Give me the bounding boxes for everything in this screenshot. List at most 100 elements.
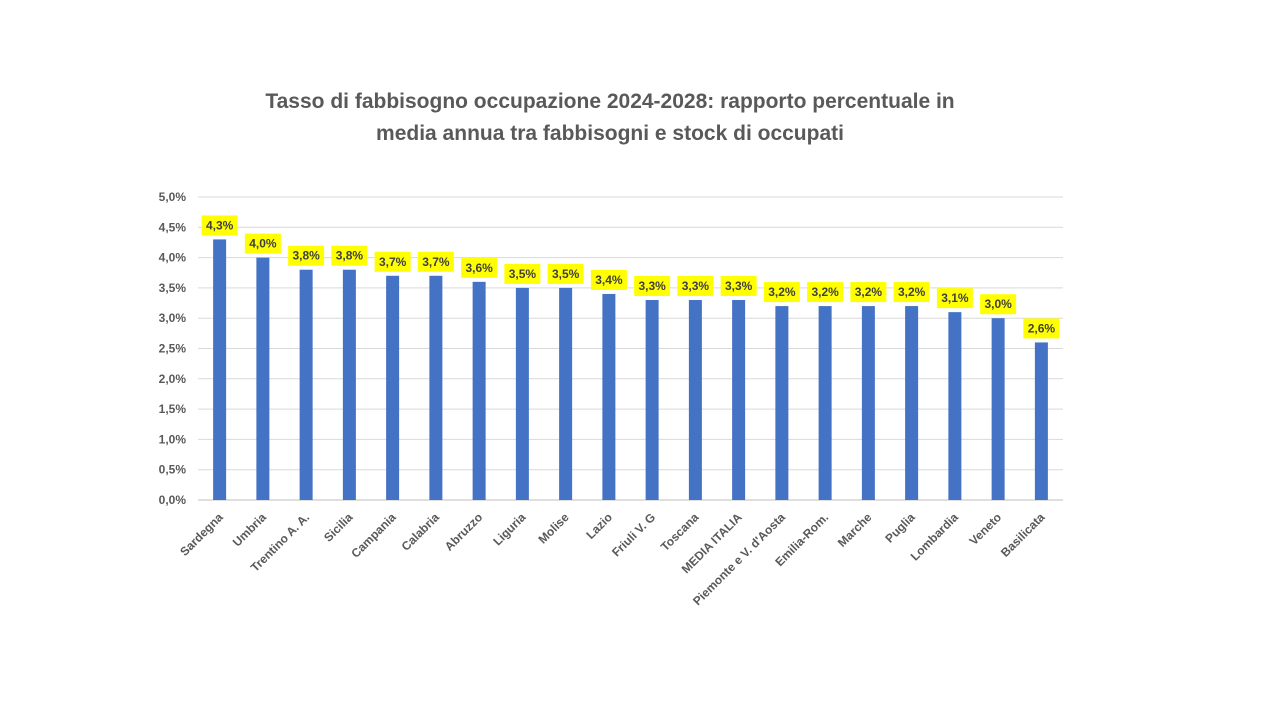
data-label: 3,8% (288, 245, 325, 266)
data-label: 3,2% (807, 282, 844, 303)
data-label-background (374, 251, 411, 272)
data-label-text: 3,2% (811, 285, 839, 299)
bar (299, 269, 313, 500)
data-label: 3,7% (417, 251, 454, 272)
data-label-background (807, 282, 844, 303)
data-label: 3,4% (590, 269, 627, 290)
data-labels: 4,3% 4,0% 3,8% 3,8% 3,7% 3,7% 3,6% 3,5% 3,5% 3,4%… (201, 215, 1060, 339)
data-label: 3,0% (980, 294, 1017, 315)
y-axis-ticks: 0,0% 0,5% 1,0% 1,5% 2,0% 2,5% 3,0% 3,5% 4,0% 4,5%… (159, 190, 187, 507)
bar (861, 306, 875, 500)
bar (559, 287, 573, 500)
bar (991, 318, 1005, 500)
y-tick-label: 3,0% (159, 311, 187, 325)
y-tick-label: 5,0% (159, 190, 187, 204)
data-label: 4,0% (244, 233, 281, 254)
data-label-background (331, 245, 368, 266)
data-label-background (677, 276, 714, 297)
bar (342, 269, 356, 500)
data-label-text: 3,5% (509, 267, 537, 281)
bar (602, 293, 616, 500)
data-label-text: 3,3% (725, 279, 753, 293)
data-label-background (936, 288, 973, 309)
x-category-label: Liguria (490, 510, 528, 548)
bar (213, 239, 227, 501)
data-label: 3,1% (936, 288, 973, 309)
data-label-text: 3,7% (379, 255, 407, 269)
bar (515, 287, 529, 500)
data-label-text: 3,0% (984, 297, 1012, 311)
data-label-text: 3,6% (465, 261, 493, 275)
y-tick-label: 2,5% (159, 342, 187, 356)
data-label-background (720, 276, 757, 297)
data-label: 3,3% (677, 276, 714, 297)
chart-title: Tasso di fabbisogno occupazione 2024-202… (190, 86, 1030, 150)
data-label-background (763, 282, 800, 303)
data-label-background (547, 263, 584, 284)
data-label-background (893, 282, 930, 303)
bar (732, 300, 746, 500)
x-category-label: Campania (348, 510, 399, 561)
y-tick-label: 4,5% (159, 220, 187, 234)
data-label: 3,2% (850, 282, 887, 303)
data-label-text: 3,7% (422, 255, 450, 269)
data-label-background (634, 276, 671, 297)
data-label-background (590, 269, 627, 290)
data-label-text: 3,2% (855, 285, 883, 299)
bar (775, 306, 789, 500)
data-label: 3,5% (504, 263, 541, 284)
data-label-text: 3,1% (941, 291, 969, 305)
data-label: 4,3% (201, 215, 238, 236)
data-label-text: 2,6% (1028, 321, 1056, 335)
data-label-text: 3,3% (638, 279, 666, 293)
bar (386, 275, 400, 500)
bar (472, 281, 486, 500)
x-category-label: Lazio (583, 510, 615, 542)
bar (948, 312, 962, 500)
chart-title-line-2: media annua tra fabbisogni e stock di oc… (376, 122, 844, 145)
x-category-label: Molise (535, 510, 572, 547)
x-category-label: Sicilia (321, 510, 356, 545)
x-category-label: Veneto (967, 510, 1005, 548)
y-tick-label: 1,0% (159, 432, 187, 446)
y-tick-label: 2,0% (159, 372, 187, 386)
data-label: 3,3% (720, 276, 757, 297)
y-tick-label: 4,0% (159, 251, 187, 265)
bar (645, 300, 659, 500)
bar (905, 306, 919, 500)
data-label-background (1023, 318, 1060, 339)
bar (1034, 342, 1048, 500)
x-category-label: Toscana (658, 510, 702, 554)
data-label-text: 3,2% (898, 285, 926, 299)
x-category-label: Puglia (882, 510, 918, 546)
data-label-background (980, 294, 1017, 315)
x-category-label: Lombardia (908, 510, 962, 564)
y-tick-label: 0,5% (159, 463, 187, 477)
data-label: 3,5% (547, 263, 584, 284)
x-category-label: Calabria (399, 510, 443, 554)
data-label-text: 3,4% (595, 273, 623, 287)
y-tick-label: 1,5% (159, 402, 187, 416)
bar (818, 306, 832, 500)
data-label: 3,7% (374, 251, 411, 272)
data-label: 3,8% (331, 245, 368, 266)
data-label-text: 4,0% (249, 237, 277, 251)
data-label: 2,6% (1023, 318, 1060, 339)
bar (688, 300, 702, 500)
x-category-label: Basilicata (998, 510, 1048, 560)
data-label-background (461, 257, 498, 278)
bar (429, 275, 443, 500)
chart-title-line-1: Tasso di fabbisogno occupazione 2024-202… (265, 90, 955, 113)
data-label-text: 3,3% (682, 279, 710, 293)
data-label-text: 3,8% (336, 249, 364, 263)
x-category-label: Marche (835, 510, 875, 550)
data-label-background (201, 215, 238, 236)
data-label-background (504, 263, 541, 284)
x-category-label: Friuli V. G (609, 510, 658, 559)
data-label-background (244, 233, 281, 254)
data-label-text: 3,2% (768, 285, 796, 299)
x-category-label: Abruzzo (442, 510, 485, 553)
